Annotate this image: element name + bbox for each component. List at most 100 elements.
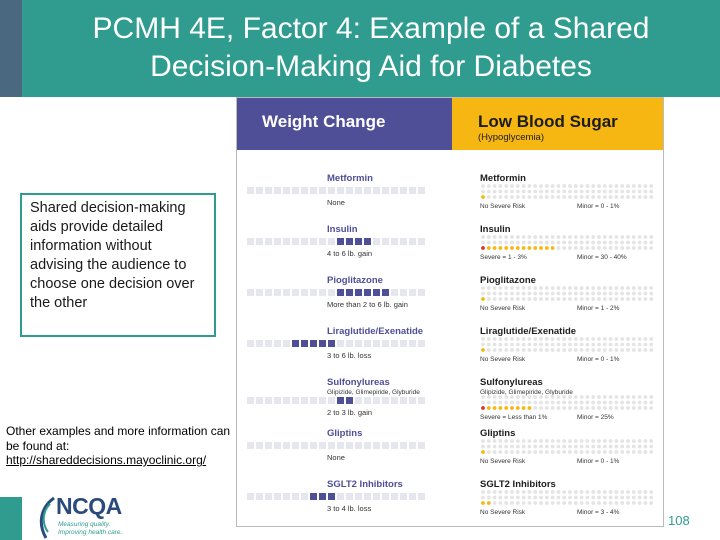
ncqa-tagline-1: Measuring quality.: [58, 521, 111, 528]
sugar-risk-dot: [597, 337, 601, 341]
sugar-risk-dot: [539, 297, 543, 301]
sugar-risk-dot: [614, 348, 619, 352]
other-examples-text: Other examples and more information can …: [6, 424, 231, 453]
sugar-risk-dot: [481, 291, 485, 296]
sugar-risk-dot: [597, 395, 601, 399]
weight-scale-cell: [373, 238, 380, 245]
sugar-risk-dot: [649, 395, 654, 399]
sugar-risk-dot: [562, 297, 567, 301]
weight-scale-cell: [382, 493, 389, 500]
weight-drug-name: Sulfonylureas: [327, 377, 390, 388]
sugar-risk-dot: [515, 235, 520, 239]
mayo-clinic-link[interactable]: http://shareddecisions.mayoclinic.org/: [6, 453, 207, 467]
sugar-risk-dot: [631, 337, 636, 341]
sugar-risk-dot: [539, 240, 543, 245]
weight-scale-cell: [328, 340, 335, 347]
sugar-risk-dot: [626, 395, 630, 399]
sugar-risk-dot: [591, 240, 596, 245]
sugar-risk-dot: [585, 240, 590, 245]
sugar-risk-dot: [608, 348, 613, 352]
sugar-risk-dot: [562, 342, 567, 347]
sugar-risk-dot: [521, 501, 526, 505]
weight-scale-cell: [319, 442, 326, 449]
weight-scale-cell: [301, 397, 308, 404]
sugar-risk-dot: [568, 439, 572, 443]
sugar-risk-dot: [515, 348, 520, 352]
weight-scale-cell: [382, 187, 389, 194]
sugar-risk-dot: [573, 342, 578, 347]
sugar-risk-dot: [521, 444, 526, 449]
sugar-risk-dot: [556, 184, 561, 188]
weight-effect-label: None: [327, 198, 345, 207]
sugar-risk-dot: [492, 450, 497, 454]
sugar-risk-dot: [608, 450, 613, 454]
sugar-risk-dot: [573, 337, 578, 341]
sugar-risk-dot: [562, 400, 567, 405]
sugar-risk-dot: [510, 184, 514, 188]
sugar-risk-dot: [481, 495, 485, 500]
sugar-risk-dot: [597, 342, 601, 347]
sugar-risk-dot: [649, 400, 654, 405]
sugar-risk-dot: [597, 450, 601, 454]
weight-scale-cell: [292, 397, 299, 404]
weight-scale-cell: [292, 238, 299, 245]
weight-scale-cell: [400, 493, 407, 500]
weight-scale-cell: [256, 289, 263, 296]
weight-effect-label: None: [327, 453, 345, 462]
sugar-severe-label: No Severe Risk: [480, 203, 526, 210]
sugar-risk-dot: [486, 337, 491, 341]
sugar-risk-dot: [602, 291, 607, 296]
ncqa-logo: NCQA Measuring quality. Improving health…: [36, 490, 136, 540]
weight-scale-cell: [382, 397, 389, 404]
weight-scale-cell: [355, 238, 362, 245]
decision-aid-image: Weight Change Low Blood Sugar (Hypoglyce…: [236, 97, 664, 527]
sugar-risk-dot: [504, 395, 509, 399]
weight-drug-name: Liraglutide/Exenatide: [327, 326, 423, 337]
slide-header: PCMH 4E, Factor 4: Example of a Shared D…: [0, 0, 720, 97]
weight-scale-cell: [418, 340, 425, 347]
weight-drug-name: Metformin: [327, 173, 373, 184]
weight-scale-cell: [373, 289, 380, 296]
sugar-risk-dot: [562, 495, 567, 500]
weight-scale-cell: [337, 442, 344, 449]
sugar-risk-dot: [533, 495, 538, 500]
sugar-risk-dot: [527, 240, 532, 245]
sugar-risk-dot: [591, 450, 596, 454]
sugar-risk-dot: [573, 495, 578, 500]
sugar-risk-dot: [533, 184, 538, 188]
weight-scale-cell: [274, 493, 281, 500]
sugar-risk-dot: [515, 195, 520, 199]
weight-scale-cell: [400, 340, 407, 347]
sugar-risk-dot: [591, 189, 596, 194]
sugar-risk-dot: [631, 444, 636, 449]
sugar-risk-dot: [550, 501, 555, 505]
sugar-risk-dot: [498, 450, 503, 454]
weight-scale-cell: [337, 397, 344, 404]
sugar-risk-dot: [498, 406, 503, 410]
sugar-risk-dot: [637, 444, 642, 449]
sugar-risk-dot: [533, 246, 538, 250]
sugar-risk-dot: [579, 246, 584, 250]
sugar-minor-label: Minor = 30 - 40%: [577, 254, 627, 261]
sugar-risk-dot: [504, 400, 509, 405]
sugar-risk-dot: [492, 395, 497, 399]
sugar-risk-dot: [533, 501, 538, 505]
sugar-risk-dot: [504, 490, 509, 494]
sugar-risk-dot: [568, 189, 572, 194]
sugar-risk-dot: [637, 400, 642, 405]
sugar-risk-dot: [481, 439, 485, 443]
sugar-risk-dot: [597, 195, 601, 199]
sugar-risk-dot: [504, 495, 509, 500]
sugar-risk-dot: [631, 395, 636, 399]
sugar-risk-dot: [608, 406, 613, 410]
sugar-risk-dot: [533, 490, 538, 494]
sugar-risk-dot: [527, 286, 532, 290]
sugar-risk-dot: [643, 286, 648, 290]
weight-scale-cell: [337, 289, 344, 296]
sugar-risk-dot: [544, 400, 549, 405]
sugar-risk-dot: [556, 246, 561, 250]
sugar-risk-dot: [492, 444, 497, 449]
sugar-risk-dot: [579, 240, 584, 245]
sugar-risk-dot: [643, 240, 648, 245]
sugar-risk-dot: [486, 444, 491, 449]
